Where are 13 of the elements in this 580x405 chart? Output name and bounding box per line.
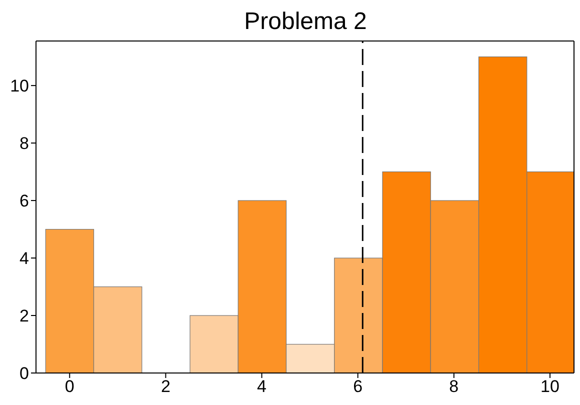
x-tick-label: 10 (540, 377, 560, 396)
y-tick-label: 4 (20, 249, 29, 268)
x-tick-label: 2 (160, 377, 170, 396)
y-tick-label: 10 (10, 76, 29, 96)
x-tick-label: 6 (353, 377, 363, 396)
x-tick-label: 8 (449, 377, 459, 396)
x-tick-label: 0 (64, 377, 74, 396)
y-tick-label: 6 (20, 192, 29, 211)
chart-title: Problema 2 (243, 8, 368, 36)
x-tick-label: 4 (257, 377, 266, 396)
y-tick-label: 2 (20, 306, 29, 326)
y-tick-label: 8 (20, 134, 29, 154)
y-tick-label: 0 (20, 364, 29, 384)
